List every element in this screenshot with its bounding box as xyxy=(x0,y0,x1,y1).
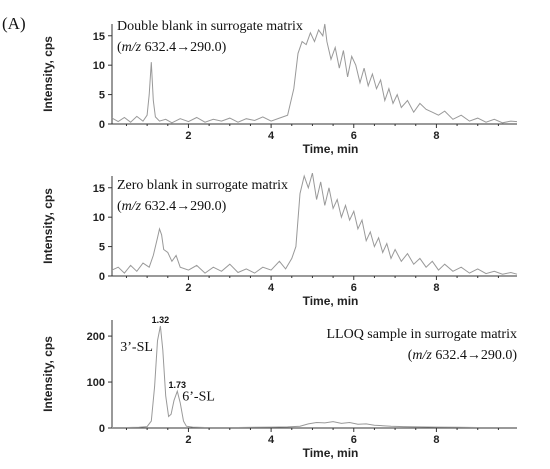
chart-panel-3: 2 4 6 8 0 100 200 Time, min Intensity, cps LLOQ s… xyxy=(41,315,517,460)
y-tick-label: 5 xyxy=(99,242,105,254)
series-line-1 xyxy=(111,172,518,275)
panel-label: (A) xyxy=(2,14,26,33)
x-tick-label: 2 xyxy=(185,130,191,142)
x-axis-title: Time, min xyxy=(303,142,359,156)
y-tick-label: 0 xyxy=(99,271,105,283)
y-tick-label: 100 xyxy=(87,377,105,389)
x-tick-label: 8 xyxy=(433,434,439,446)
y-tick-label: 200 xyxy=(87,331,105,343)
annotation-line1: Zero blank in surrogate matrix xyxy=(117,178,288,193)
annotation-line1: LLOQ sample in surrogate matrix xyxy=(326,327,517,342)
chart-panels: 2 4 6 8 0 5 10 15 Time, min Intensity, cps Double … xyxy=(41,19,517,460)
series-line-1 xyxy=(112,325,517,428)
series-line-1 xyxy=(111,23,518,124)
x-axis-title: Time, min xyxy=(303,294,359,308)
y-axis-title: Intensity, cps xyxy=(41,36,55,112)
x-tick-label: 4 xyxy=(268,434,275,446)
x-tick-label: 8 xyxy=(433,130,439,142)
y-axis-title: Intensity, cps xyxy=(41,188,55,264)
x-tick-label: 6 xyxy=(351,434,357,446)
y-tick-label: 10 xyxy=(93,60,105,72)
y-tick-label: 15 xyxy=(93,183,105,195)
x-tick-label: 6 xyxy=(351,130,357,142)
x-tick-label: 8 xyxy=(433,282,439,294)
y-tick-label: 5 xyxy=(99,90,105,102)
x-tick-label: 2 xyxy=(185,434,191,446)
peak-label: 1.32 xyxy=(152,315,170,325)
x-tick-label: 2 xyxy=(185,282,191,294)
chart-panel-2: 2 4 6 8 0 5 10 15 Time, min Intensity, cps Zero bl… xyxy=(41,172,518,308)
compound-label: 3’-SL xyxy=(120,340,153,355)
y-tick-label: 0 xyxy=(99,119,105,131)
annotation-line1: Double blank in surrogate matrix xyxy=(117,19,303,34)
peak-label: 1.73 xyxy=(169,380,187,390)
x-tick-label: 6 xyxy=(351,282,357,294)
chart-panel-1: 2 4 6 8 0 5 10 15 Time, min Intensity, cps Double … xyxy=(41,19,518,156)
y-axis-title: Intensity, cps xyxy=(41,336,55,412)
y-tick-label: 15 xyxy=(93,31,105,43)
annotation-line2: (m/z 632.4→290.0) xyxy=(117,199,227,214)
annotation-line2: (m/z 632.4→290.0) xyxy=(117,40,227,55)
x-axis-title: Time, min xyxy=(303,446,359,460)
compound-label: 6’-SL xyxy=(182,389,215,404)
x-tick-label: 4 xyxy=(268,130,275,142)
y-tick-label: 0 xyxy=(99,423,105,435)
x-tick-label: 4 xyxy=(268,282,275,294)
y-tick-label: 10 xyxy=(93,212,105,224)
annotation-line2: (m/z 632.4→290.0) xyxy=(408,348,518,363)
